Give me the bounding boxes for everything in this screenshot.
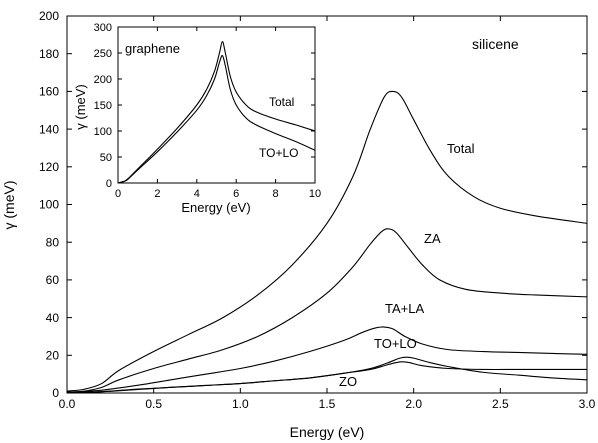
main-x-tick-label: 0.5 — [145, 397, 162, 411]
inset-y-tick-label: 150 — [94, 100, 112, 112]
main-y-tick-label: 160 — [39, 85, 59, 99]
main-y-tick-label: 140 — [39, 122, 59, 136]
inset-y-tick-label: 300 — [94, 22, 112, 34]
inset-x-tick-label: 4 — [194, 188, 200, 200]
inset-y-tick-label: 0 — [106, 178, 112, 190]
main-x-tick-label: 2.0 — [405, 397, 422, 411]
inset-x-tick-label: 2 — [154, 188, 160, 200]
inset-y-ticks: 0 50 100 150 200 250 300 — [94, 22, 315, 190]
inset-curves — [117, 41, 316, 184]
inset-series-line-to-lo — [117, 55, 316, 184]
inset-x-axis-label: Energy (eV) — [181, 200, 250, 215]
main-x-tick-label: 1.5 — [319, 397, 336, 411]
inset-x-ticks: 0 2 4 6 8 10 — [115, 27, 321, 200]
inset-y-tick-label: 250 — [94, 48, 112, 60]
main-x-tick-label: 0.0 — [59, 397, 76, 411]
inset-series-line-total — [117, 41, 316, 184]
main-series-label-total: Total — [447, 141, 475, 156]
main-x-tick-label: 3.0 — [579, 397, 596, 411]
main-y-axis-label: γ (meV) — [1, 181, 17, 230]
inset-y-tick-label: 100 — [94, 126, 112, 138]
main-series-label-za: ZA — [424, 231, 441, 246]
main-series-line-za — [66, 228, 588, 393]
inset-series-label-total: Total — [269, 95, 294, 109]
inset-y-tick-label: 50 — [100, 152, 112, 164]
main-x-tick-label: 2.5 — [492, 397, 509, 411]
inset-x-tick-label: 10 — [309, 188, 321, 200]
main-annotation-silicene: silicene — [472, 36, 519, 52]
main-y-tick-label: 0 — [52, 386, 59, 400]
main-y-tick-label: 20 — [46, 349, 60, 363]
inset-x-tick-label: 8 — [273, 188, 279, 200]
inset-x-tick-label: 0 — [115, 188, 121, 200]
inset-chart: 0 2 4 6 8 10 0 50 100 150 200 250 300 Energy (eV) γ… — [73, 22, 321, 215]
main-series-line-ta-la — [66, 326, 588, 393]
main-series-label-ta-la: TA+LA — [385, 301, 424, 316]
main-curves — [66, 90, 588, 394]
inset-annotation-graphene: graphene — [125, 41, 180, 56]
main-series-line-zo — [66, 361, 587, 394]
inset-x-tick-label: 6 — [233, 188, 239, 200]
main-y-tick-label: 120 — [39, 160, 59, 174]
main-series-label-zo: ZO — [339, 374, 357, 389]
main-y-tick-label: 40 — [46, 311, 60, 325]
main-x-ticks: 0.0 0.5 1.0 1.5 2.0 2.5 3.0 — [59, 16, 596, 411]
main-y-tick-label: 200 — [39, 9, 59, 23]
main-y-tick-label: 80 — [46, 235, 60, 249]
main-series-line-to-lo — [66, 356, 588, 394]
main-y-tick-label: 60 — [46, 273, 60, 287]
main-y-tick-label: 100 — [39, 198, 59, 212]
inset-y-tick-label: 200 — [94, 74, 112, 86]
main-x-axis-label: Energy (eV) — [290, 424, 365, 440]
main-series-line-total — [66, 90, 588, 392]
main-y-tick-label: 180 — [39, 47, 59, 61]
main-chart: 0.0 0.5 1.0 1.5 2.0 2.5 3.0 020406080100120140… — [1, 9, 596, 440]
main-x-tick-label: 1.0 — [232, 397, 249, 411]
inset-y-axis-label: γ (meV) — [73, 84, 88, 130]
main-series-label-to-lo: TO+LO — [374, 336, 417, 351]
inset-series-label-to-lo: TO+LO — [259, 146, 298, 160]
main-plot-frame — [66, 15, 588, 394]
